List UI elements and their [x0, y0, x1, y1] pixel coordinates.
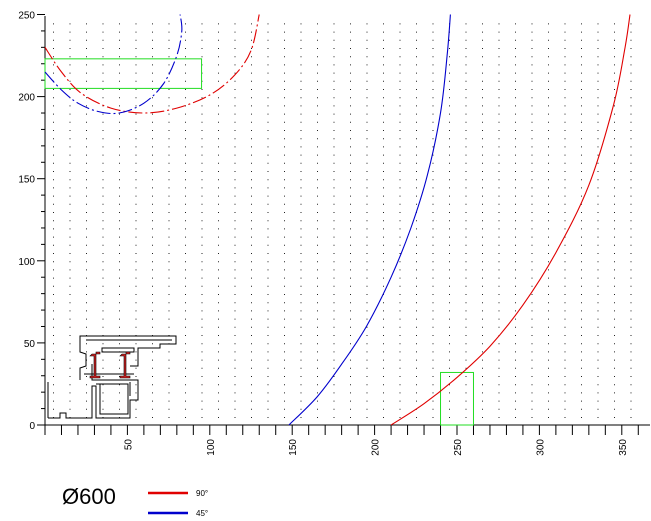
gasket-right	[119, 351, 131, 379]
legend-title: Ø600	[62, 484, 116, 509]
axes: 50 100 150 200 250 300 350 0 50 100 150 200 250	[18, 11, 650, 456]
series-line-4	[44, 14, 183, 115]
highlight-rect-1	[44, 58, 203, 89]
x-tick-label: 100	[206, 439, 217, 456]
highlight-rectangles	[44, 58, 474, 426]
gasket-left	[89, 351, 101, 379]
legend-label-2: 45°	[196, 509, 208, 518]
x-tick-label: 300	[535, 439, 546, 456]
legend: Ø600 90° 45°	[62, 484, 208, 518]
x-tick-label: 200	[371, 439, 382, 456]
y-tick-label: 250	[18, 11, 35, 22]
x-tick-label: 150	[288, 439, 299, 456]
y-tick-label: 50	[24, 339, 36, 350]
y-tick-label: 150	[18, 175, 35, 186]
highlight-rect-2	[440, 371, 474, 426]
series-line-3	[44, 14, 260, 114]
legend-label-1: 90°	[196, 489, 208, 498]
profile-outline	[47, 335, 177, 419]
series-line-2	[288, 14, 451, 426]
x-tick-label: 50	[123, 439, 134, 451]
dot-grid	[53, 23, 632, 419]
y-tick-label: 100	[18, 257, 35, 268]
window-profile-drawing	[47, 335, 177, 419]
x-tick-label: 250	[453, 439, 464, 456]
x-tick-label: 350	[618, 439, 629, 456]
series-layer	[44, 14, 631, 426]
y-tick-label: 0	[29, 421, 35, 432]
grid-dots	[53, 23, 632, 419]
series-line-1	[390, 14, 631, 426]
y-tick-label: 200	[18, 93, 35, 104]
